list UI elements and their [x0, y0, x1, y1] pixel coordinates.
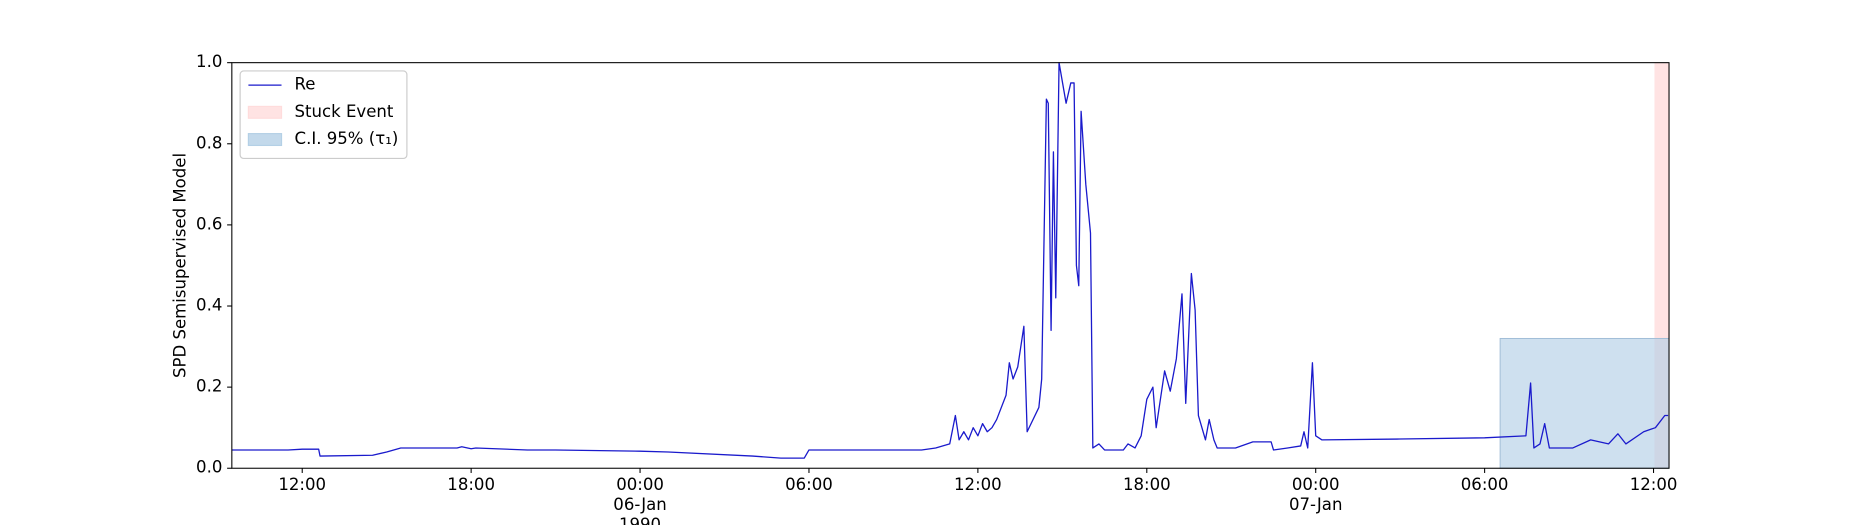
legend-patch: [247, 133, 283, 147]
x-tick-label: 06:00: [1461, 474, 1509, 493]
y-tick-label: 0.8: [196, 133, 222, 152]
legend-label: Stuck Event: [295, 102, 394, 121]
x-tick-label: 12:00: [1630, 474, 1678, 493]
legend-label: C.I. 95% (τ₁): [295, 129, 399, 148]
x-tick-label: 06:00: [785, 474, 833, 493]
x-tick-label: 12:00: [278, 474, 326, 493]
y-axis-label: SPD Semisupervised Model: [170, 153, 189, 378]
x-tick-label: 18:00: [1123, 474, 1171, 493]
span: [1499, 337, 1670, 469]
x-tick-label: 00:00 06-Jan 1990: [613, 474, 666, 525]
y-tick-label: 1.0: [196, 52, 222, 71]
x-tick-label: 18:00: [447, 474, 495, 493]
data-line: [231, 62, 1669, 459]
y-tick-label: 0.4: [196, 296, 222, 315]
x-tick-label: 12:00: [954, 474, 1002, 493]
x-tick-label: 00:00 07-Jan: [1289, 474, 1342, 513]
y-tick-label: 0.2: [196, 377, 222, 396]
y-tick-label: 0.6: [196, 214, 222, 233]
legend-label: Re: [295, 75, 316, 94]
plot-frame: [231, 62, 1670, 469]
y-tick-label: 0.0: [196, 458, 222, 477]
legend-patch: [247, 105, 283, 119]
